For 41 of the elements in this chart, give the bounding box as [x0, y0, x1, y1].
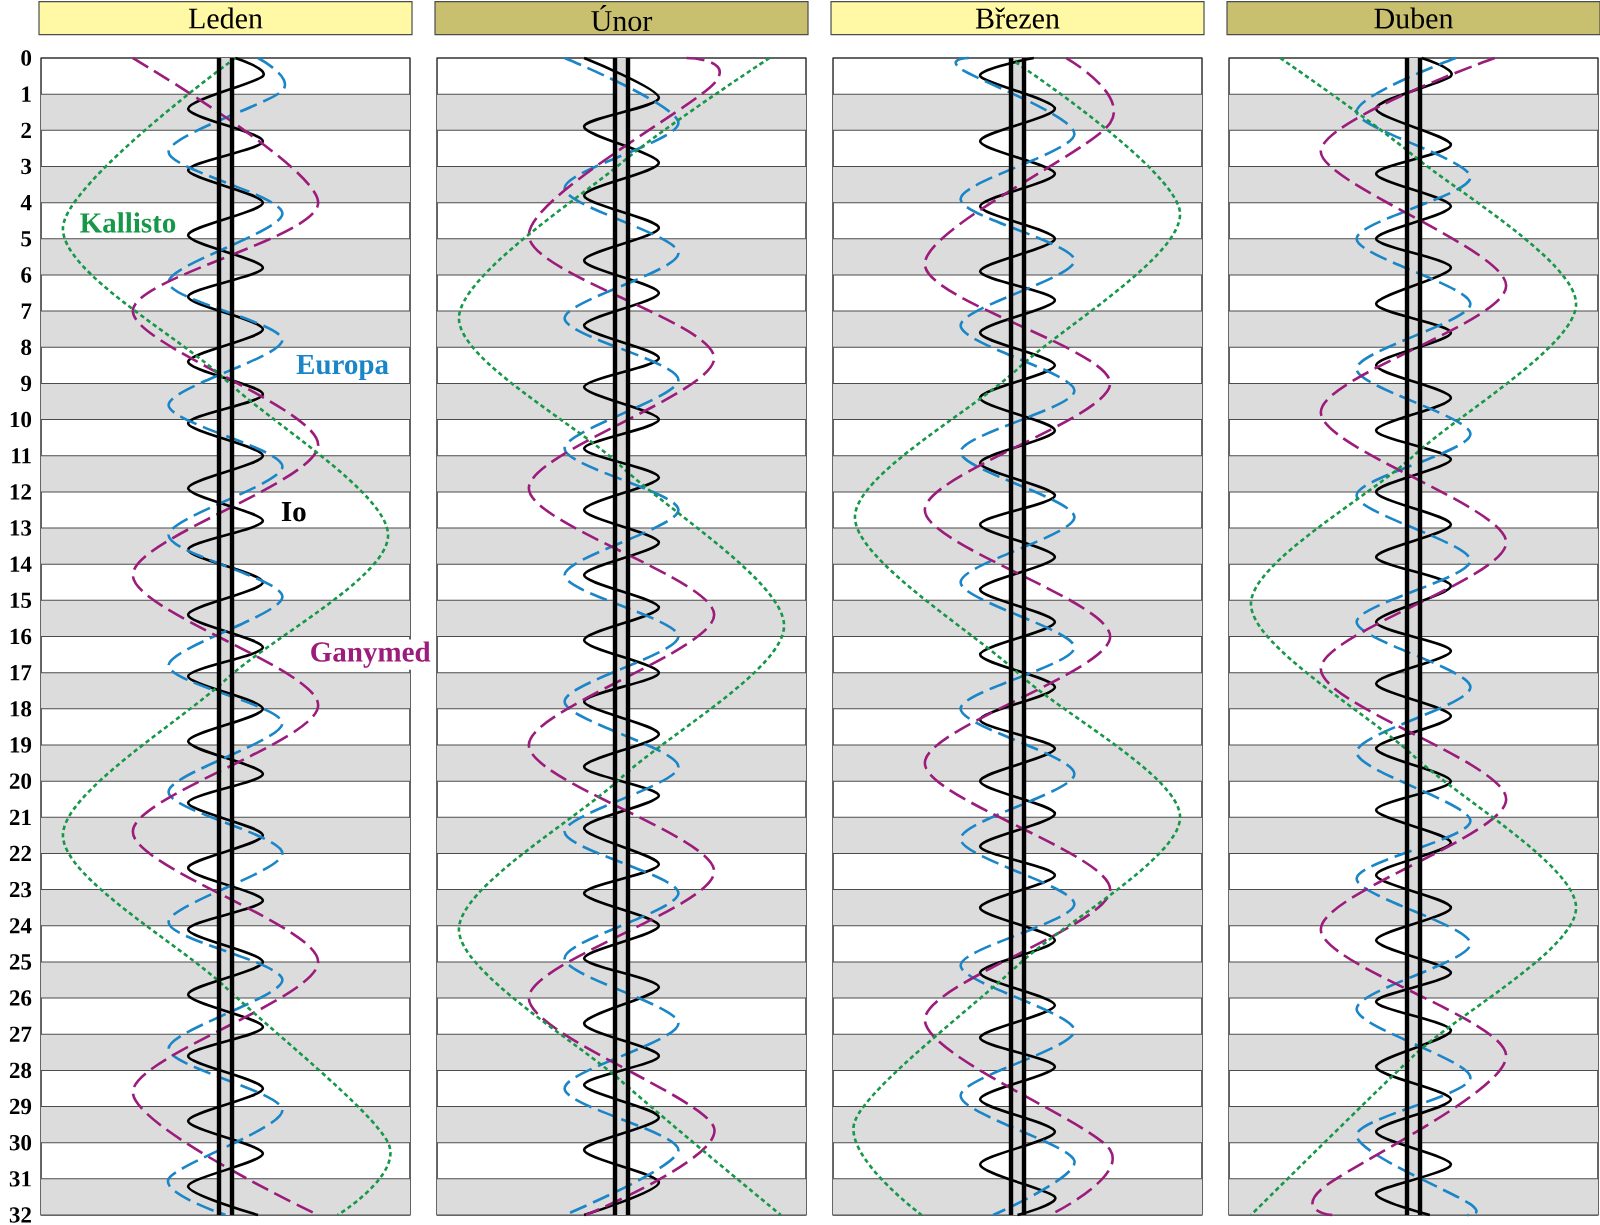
y-tick-label: 11 [12, 448, 31, 464]
y-tick-label: 29 [9, 1098, 32, 1115]
y-tick-label: 15 [10, 592, 32, 609]
y-tick-label: 24 [9, 918, 32, 934]
y-tick-label: 30 [9, 1134, 32, 1151]
y-tick-label: 17 [10, 665, 32, 681]
y-tick-label: 4 [20, 195, 32, 211]
y-tick-label: 3 [21, 158, 32, 175]
y-tick-label: 32 [9, 1207, 31, 1223]
y-tick-label: 0 [21, 50, 32, 66]
series-label: Europa [296, 354, 389, 381]
y-tick-label: 10 [10, 411, 32, 428]
y-tick-label: 31 [9, 1171, 31, 1187]
y-tick-label: 14 [10, 556, 32, 572]
series-label: Ganymed [311, 641, 431, 668]
chart-title: Duben [1374, 7, 1454, 29]
y-tick-label: 2 [21, 122, 31, 138]
y-tick-label: 18 [10, 701, 32, 717]
y-tick-label: 8 [21, 339, 32, 356]
y-tick-label: 21 [9, 809, 31, 825]
y-tick-label: 12 [10, 484, 31, 500]
y-tick-label: 20 [9, 773, 32, 789]
y-tick-label: 19 [10, 737, 32, 753]
y-tick-label: 26 [9, 990, 32, 1006]
y-tick-label: 7 [21, 303, 32, 319]
series-label: Kallisto [80, 212, 176, 233]
y-tick-label: 22 [9, 845, 31, 862]
chart-title: Leden [188, 7, 263, 29]
y-tick-label: 5 [21, 231, 32, 247]
y-tick-label: 1 [22, 86, 31, 102]
y-tick-label: 6 [21, 267, 32, 283]
y-tick-label: 25 [9, 954, 32, 970]
y-tick-label: 23 [9, 881, 32, 898]
y-tick-label: 13 [10, 520, 32, 536]
y-tick-label: 9 [21, 375, 32, 392]
chart-title: Březen [975, 7, 1060, 29]
series-label: Io [281, 502, 306, 522]
y-tick-label: 27 [9, 1026, 32, 1042]
y-tick-label: 16 [10, 628, 32, 645]
chart-title: Únor [591, 5, 653, 32]
y-tick-label: 28 [9, 1062, 32, 1079]
